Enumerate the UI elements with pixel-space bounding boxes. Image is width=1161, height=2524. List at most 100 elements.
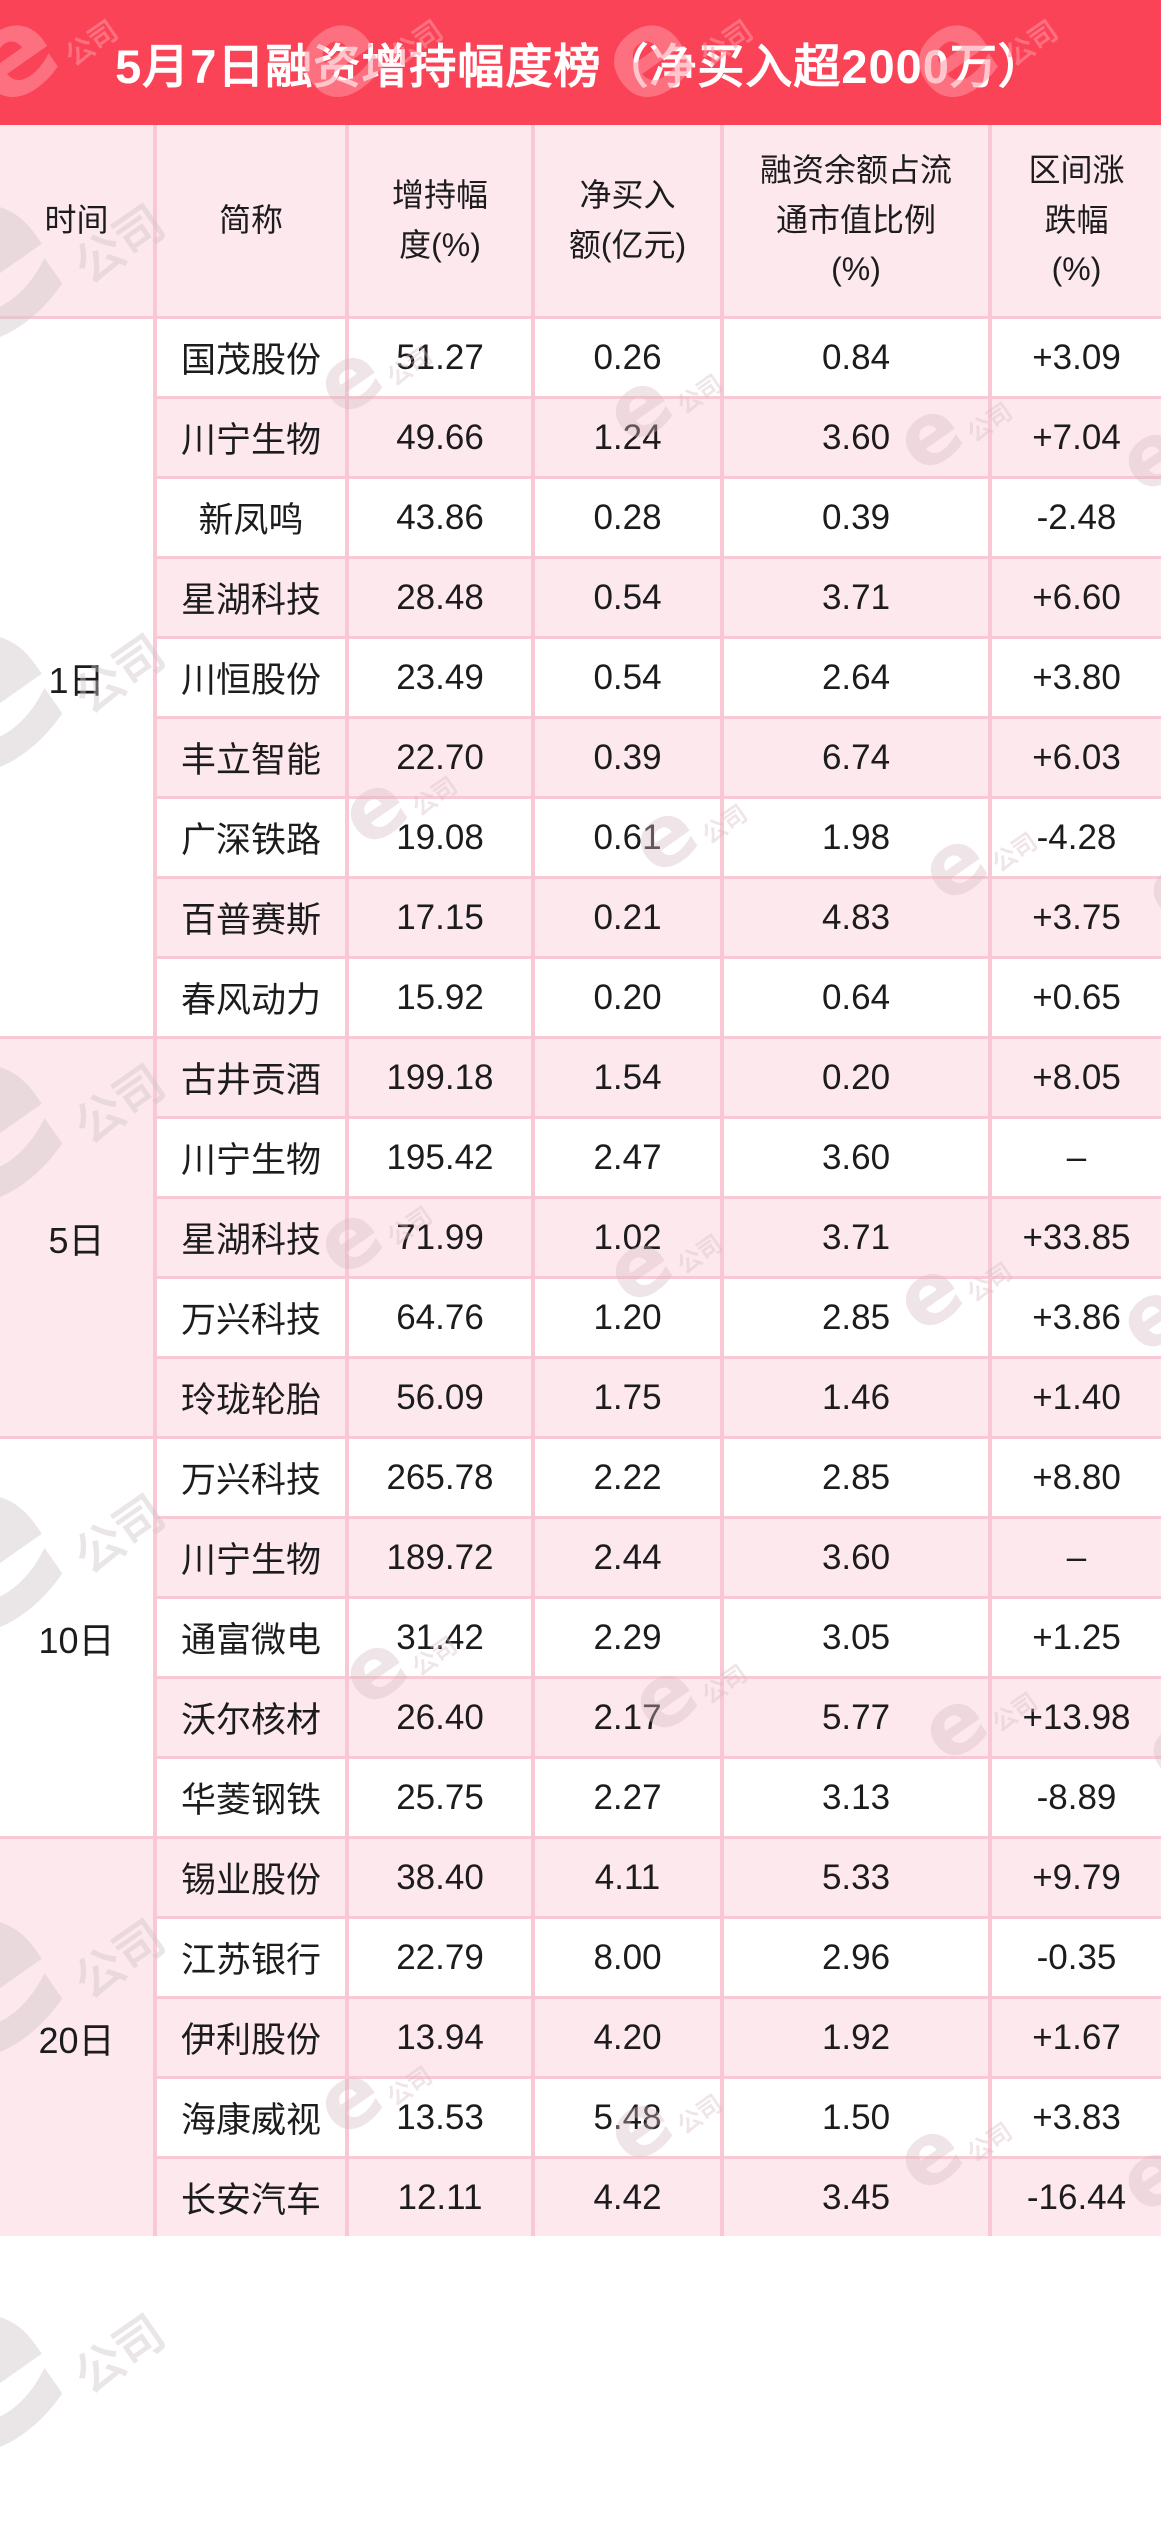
value-cell: 31.42 — [345, 1596, 535, 1679]
table-row: 20日 锡业股份 38.40 4.11 5.33 +9.79 — [0, 1836, 1161, 2238]
value-cell: 23.49 — [345, 636, 535, 719]
table-row: 1日 国茂股份 51.27 0.26 0.84 +3.09 — [0, 316, 1161, 1039]
value-cell: 2.96 — [720, 1916, 992, 1999]
value-cell: +9.79 — [988, 1836, 1161, 1919]
stock-name-cell: 川宁生物 — [153, 1516, 349, 1599]
table-row: 沃尔核材 26.40 2.17 5.77 +13.98 — [0, 1676, 1161, 1759]
value-cell: +1.67 — [988, 1996, 1161, 2079]
table-row: 川宁生物 195.42 2.47 3.60– — [0, 1116, 1161, 1199]
value-cell: 0.21 — [531, 876, 724, 959]
value-cell: +0.65 — [988, 956, 1161, 1039]
value-cell: 4.42 — [531, 2156, 724, 2238]
value-cell: 19.08 — [345, 796, 535, 879]
value-cell: +1.25 — [988, 1596, 1161, 1679]
table-row: 玲珑轮胎 56.09 1.75 1.46 +1.40 — [0, 1356, 1161, 1439]
header-row: 时间 简称 增持幅 度(%) 净买入 额(亿元) 融资余额占流 通市值比例 (%… — [0, 123, 1161, 319]
time-cell: 1日 — [0, 316, 157, 1039]
value-cell: 2.29 — [531, 1596, 724, 1679]
stock-name-cell: 江苏银行 — [153, 1916, 349, 1999]
value-cell: -16.44 — [988, 2156, 1161, 2238]
table-row: 万兴科技 64.76 1.20 2.85 +3.86 — [0, 1276, 1161, 1359]
stock-name-cell: 锡业股份 — [153, 1836, 349, 1919]
table-row: 星湖科技 71.99 1.02 3.71 +33.85 — [0, 1196, 1161, 1279]
value-cell: 49.66 — [345, 396, 535, 479]
value-cell: 0.28 — [531, 476, 724, 559]
value-cell: 265.78 — [345, 1436, 535, 1519]
time-cell: 10日 — [0, 1436, 157, 1839]
value-cell: +1.40 — [988, 1356, 1161, 1439]
value-cell: 3.71 — [720, 556, 992, 639]
table-row: 海康威视 13.53 5.48 1.50 +3.83 — [0, 2076, 1161, 2159]
value-cell: 199.18 — [345, 1036, 535, 1119]
stock-name-cell: 星湖科技 — [153, 556, 349, 639]
value-cell: 0.61 — [531, 796, 724, 879]
value-cell: 22.70 — [345, 716, 535, 799]
stock-name-cell: 川恒股份 — [153, 636, 349, 719]
value-cell: +33.85 — [988, 1196, 1161, 1279]
value-cell: – — [988, 1516, 1161, 1599]
value-cell: 0.54 — [531, 556, 724, 639]
value-cell: 1.54 — [531, 1036, 724, 1119]
value-cell: 0.26 — [531, 316, 724, 399]
value-cell: +3.75 — [988, 876, 1161, 959]
table-row: 星湖科技 28.48 0.54 3.71 +6.60 — [0, 556, 1161, 639]
column-header-name: 简称 — [153, 123, 349, 319]
value-cell: 1.02 — [531, 1196, 724, 1279]
value-cell: +3.86 — [988, 1276, 1161, 1359]
value-cell: -8.89 — [988, 1756, 1161, 1839]
column-header-increase-pct: 增持幅 度(%) — [345, 123, 535, 319]
value-cell: 2.27 — [531, 1756, 724, 1839]
value-cell: 0.20 — [531, 956, 724, 1039]
value-cell: 2.85 — [720, 1276, 992, 1359]
stock-name-cell: 国茂股份 — [153, 316, 349, 399]
table-row: 长安汽车 12.11 4.42 3.45 -16.44 — [0, 2156, 1161, 2238]
stock-name-cell: 万兴科技 — [153, 1436, 349, 1519]
stock-name-cell: 川宁生物 — [153, 1116, 349, 1199]
value-cell: 0.64 — [720, 956, 992, 1039]
value-cell: +3.80 — [988, 636, 1161, 719]
value-cell: 2.64 — [720, 636, 992, 719]
value-cell: 3.71 — [720, 1196, 992, 1279]
table-row: 春风动力 15.92 0.20 0.64 +0.65 — [0, 956, 1161, 1039]
value-cell: 195.42 — [345, 1116, 535, 1199]
value-cell: 12.11 — [345, 2156, 535, 2238]
value-cell: 71.99 — [345, 1196, 535, 1279]
value-cell: +3.09 — [988, 316, 1161, 399]
value-cell: 2.17 — [531, 1676, 724, 1759]
value-cell: 3.05 — [720, 1596, 992, 1679]
stock-name-cell: 川宁生物 — [153, 396, 349, 479]
value-cell: +13.98 — [988, 1676, 1161, 1759]
value-cell: 2.44 — [531, 1516, 724, 1599]
value-cell: 2.47 — [531, 1116, 724, 1199]
value-cell: 6.74 — [720, 716, 992, 799]
value-cell: -4.28 — [988, 796, 1161, 879]
stock-name-cell: 丰立智能 — [153, 716, 349, 799]
value-cell: 4.20 — [531, 1996, 724, 2079]
table-row: 10日 万兴科技 265.78 2.22 2.85 +8.80 — [0, 1436, 1161, 1839]
stock-name-cell: 伊利股份 — [153, 1996, 349, 2079]
value-cell: -2.48 — [988, 476, 1161, 559]
value-cell: 64.76 — [345, 1276, 535, 1359]
table-row: 川宁生物 49.66 1.24 3.60 +7.04 — [0, 396, 1161, 479]
stock-name-cell: 长安汽车 — [153, 2156, 349, 2238]
value-cell: 0.84 — [720, 316, 992, 399]
table-row: 广深铁路 19.08 0.61 1.98 -4.28 — [0, 796, 1161, 879]
value-cell: 3.60 — [720, 1516, 992, 1599]
value-cell: 0.54 — [531, 636, 724, 719]
value-cell: 8.00 — [531, 1916, 724, 1999]
value-cell: 5.48 — [531, 2076, 724, 2159]
stock-name-cell: 星湖科技 — [153, 1196, 349, 1279]
value-cell: 1.46 — [720, 1356, 992, 1439]
value-cell: +7.04 — [988, 396, 1161, 479]
value-cell: 4.11 — [531, 1836, 724, 1919]
stock-name-cell: 万兴科技 — [153, 1276, 349, 1359]
stock-name-cell: 百普赛斯 — [153, 876, 349, 959]
value-cell: 22.79 — [345, 1916, 535, 1999]
time-cell: 20日 — [0, 1836, 157, 2238]
value-cell: 51.27 — [345, 316, 535, 399]
table-row: 江苏银行 22.79 8.00 2.96 -0.35 — [0, 1916, 1161, 1999]
value-cell: 1.98 — [720, 796, 992, 879]
table-row: 华菱钢铁 25.75 2.27 3.13 -8.89 — [0, 1756, 1161, 1839]
value-cell: 3.45 — [720, 2156, 992, 2238]
